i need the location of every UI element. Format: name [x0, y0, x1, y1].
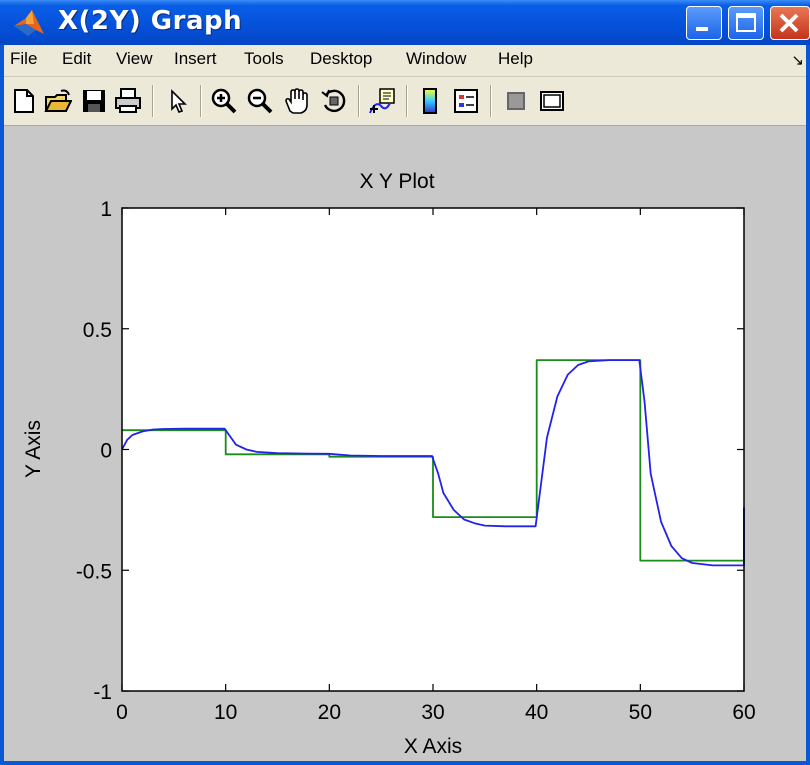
plot-svg: X Y Plot 0 10 20 30 40 50 60 -1 -0.5 0 0.5 1 X Axis… [22, 170, 756, 758]
colorbar-icon[interactable] [416, 87, 444, 115]
pan-hand-icon[interactable] [282, 87, 310, 115]
menu-bar: File Edit View Insert Tools Desktop Wind… [4, 45, 806, 77]
menu-window[interactable]: Window [406, 49, 467, 68]
window-title: X(2Y) Graph [58, 6, 243, 36]
matlab-logo-icon [14, 10, 44, 36]
plot-frame [121, 207, 745, 692]
pointer-arrow-icon[interactable] [164, 87, 192, 115]
x-tick-label: 60 [732, 701, 755, 724]
rotate-3d-icon[interactable] [320, 87, 348, 115]
toolbar-separator [358, 85, 360, 117]
y-tick-label: -1 [93, 681, 112, 704]
plot-title: X Y Plot [359, 170, 434, 193]
series-1-line [122, 359, 745, 562]
close-button[interactable] [770, 6, 810, 40]
x-tick-label: 50 [629, 701, 652, 724]
y-axis-label: Y Axis [22, 420, 45, 478]
dock-arrow-icon[interactable]: ↘ [791, 51, 804, 69]
figure-canvas: X Y Plot 0 10 20 30 40 50 60 -1 -0.5 0 0.5 1 X Axis… [4, 126, 806, 761]
print-icon[interactable] [114, 87, 142, 115]
minimize-button[interactable] [686, 6, 722, 40]
zoom-out-icon[interactable] [246, 87, 274, 115]
y-tick-label: 0.5 [83, 319, 112, 342]
plot-area[interactable] [122, 208, 744, 691]
toolbar-separator [200, 85, 202, 117]
menu-tools[interactable]: Tools [244, 49, 284, 68]
maximize-button[interactable] [728, 6, 764, 40]
toolbar-separator [406, 85, 408, 117]
figure-toolbar [4, 77, 806, 126]
y-tick-label: 0 [100, 440, 112, 463]
menu-help[interactable]: Help [498, 49, 533, 68]
toolbar-separator [490, 85, 492, 117]
menu-edit[interactable]: Edit [62, 49, 92, 68]
series-lines [121, 359, 745, 567]
y-tick-label: -0.5 [76, 560, 112, 583]
menu-view[interactable]: View [116, 49, 153, 68]
data-cursor-icon[interactable] [368, 87, 396, 115]
menu-file[interactable]: File [10, 49, 38, 68]
x-tick-label: 40 [525, 701, 548, 724]
x-tick-label: 10 [214, 701, 237, 724]
show-plot-tools-icon[interactable] [538, 87, 566, 115]
open-folder-icon[interactable] [44, 87, 72, 115]
hide-plot-tools-icon[interactable] [502, 87, 530, 115]
save-icon[interactable] [80, 87, 108, 115]
title-bar[interactable]: X(2Y) Graph [0, 0, 810, 45]
y-tick-label: 1 [100, 198, 112, 221]
tick-labels: 0 10 20 30 40 50 60 -1 -0.5 0 0.5 1 [76, 198, 756, 724]
legend-icon[interactable] [452, 87, 480, 115]
x-axis-label: X Axis [404, 735, 462, 758]
minimize-icon [696, 27, 708, 31]
new-file-icon[interactable] [10, 87, 38, 115]
x-tick-label: 0 [116, 701, 128, 724]
close-icon [779, 13, 799, 33]
zoom-in-icon[interactable] [210, 87, 238, 115]
maximize-icon [736, 13, 756, 32]
menu-desktop[interactable]: Desktop [310, 49, 373, 68]
series-2-line [121, 359, 745, 567]
menu-insert[interactable]: Insert [174, 49, 217, 68]
x-tick-label: 20 [318, 701, 341, 724]
x-tick-label: 30 [421, 701, 444, 724]
toolbar-separator [152, 85, 154, 117]
